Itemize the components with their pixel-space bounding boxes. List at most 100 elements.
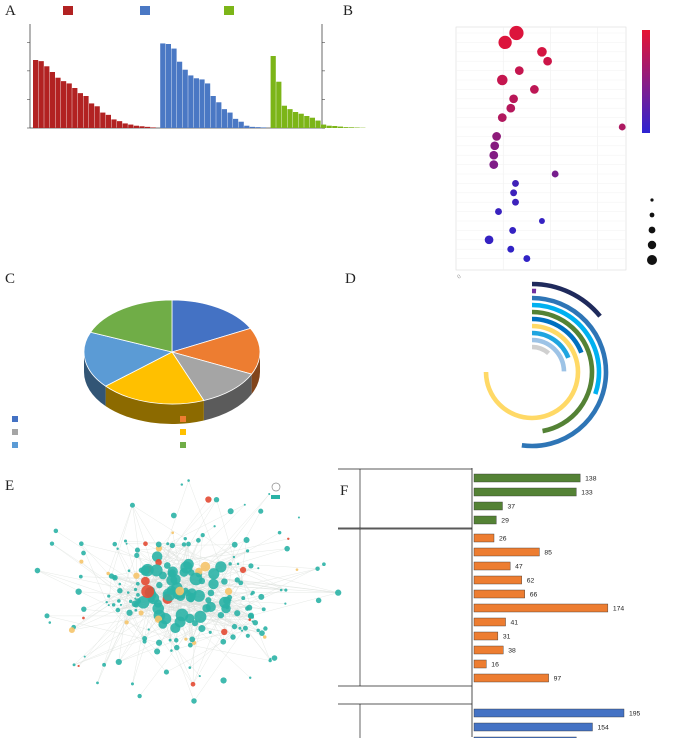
bar-molecular-function [332,126,338,128]
bar [473,547,540,557]
bar-biological-process [66,83,72,128]
bar-biological-process [128,124,134,128]
network-node [79,559,84,564]
legend-swatch-0 [63,6,73,15]
radial-bar [531,330,571,359]
network-node [256,628,260,633]
network-node [130,682,134,686]
network-node [234,610,241,617]
bar-cellular-component [160,43,166,128]
network-edge [234,622,256,627]
network-node [107,594,111,598]
network-node [158,619,168,629]
network-node [115,607,121,613]
bar-cellular-component [233,118,239,128]
network-edge [78,601,131,667]
network-node [186,541,191,547]
network-node [174,616,186,628]
network-node [259,630,265,636]
size-legend-dot [649,212,655,218]
network-node [133,572,140,579]
bar-cellular-component [238,121,244,128]
pie-slice-side [105,386,204,424]
bar-molecular-function [337,126,343,128]
panel-label-b: B [343,3,353,19]
network-edge [250,592,339,616]
network-node [284,545,290,552]
network-edge [171,580,252,616]
network-edge [137,549,206,567]
bar-cellular-component [193,78,199,128]
bar [473,589,525,599]
network-node [108,573,115,579]
network-node [198,675,201,678]
network-node [127,569,131,572]
network-node [173,638,179,643]
network-node [198,625,206,633]
network-node [138,610,144,616]
network-node [147,628,150,631]
bar-cellular-component [177,61,183,128]
network-edge [172,532,195,643]
network-node [238,626,242,630]
bar [473,501,503,511]
network-node [49,541,55,546]
network-node [102,662,107,667]
network-edge [132,505,186,539]
panel-label-c: C [5,271,15,287]
network-edge [192,628,266,640]
bar-molecular-function [315,120,321,128]
radial-bar [531,309,595,434]
panel-a-go-bar-chart [27,6,366,129]
pie-slice-side [84,352,106,407]
network-edge [158,544,248,609]
bar [473,722,593,732]
network-edge [213,583,264,610]
network-node [217,611,225,619]
network-node [107,604,110,607]
network-node [166,542,170,546]
network-edge [108,576,112,606]
network-edge [202,534,235,558]
network-node [245,633,250,638]
bubble [530,85,539,94]
network-node [78,574,83,579]
legend-swatch [12,442,18,448]
network-node [163,562,171,569]
bar-molecular-function [281,105,287,128]
network-node [205,496,212,503]
network-node [68,627,75,634]
network-node [129,502,135,508]
network-node [238,580,244,586]
network-node [335,589,342,596]
network-edge [83,572,173,610]
network-edge [97,592,129,683]
network-node [228,562,232,566]
network-edge [172,499,217,573]
network-edge [145,580,251,678]
bar [473,487,577,497]
network-node [137,596,150,609]
network-node [315,566,320,571]
network-node [170,512,177,519]
network-edge [148,595,182,630]
panel-label-d: D [345,271,356,287]
network-edge [111,505,133,577]
network-edge [170,573,263,634]
network-node [158,571,167,580]
network-edge [111,576,145,642]
bar-biological-process [38,61,44,129]
network-edge [71,604,109,631]
network-edge [84,595,181,657]
network-edge [158,535,203,620]
network-edge [158,548,339,593]
network-node [200,561,211,572]
network-edge [182,614,253,618]
network-edge [223,622,256,642]
radial-bar [531,316,584,354]
network-edge [190,535,203,646]
network-edge [158,548,288,563]
network-edge [192,642,195,685]
bubble [492,132,501,141]
bar-cellular-component [171,48,177,129]
